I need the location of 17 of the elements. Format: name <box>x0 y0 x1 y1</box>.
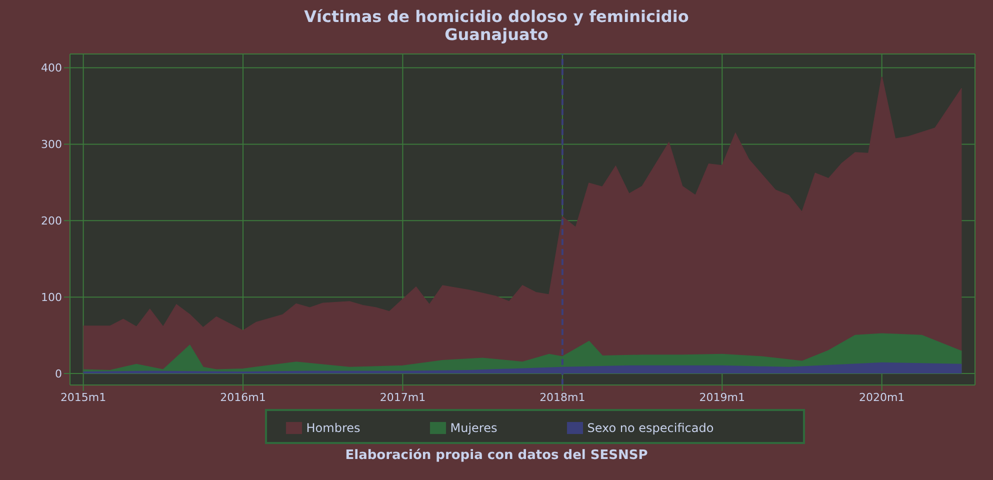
y-tick-label: 200 <box>41 214 62 228</box>
x-tick-label: 2017m1 <box>380 390 426 404</box>
chart-subtitle: Guanajuato <box>444 25 550 44</box>
x-tick-label: 2016m1 <box>220 390 266 404</box>
y-tick-label: 0 <box>55 367 62 380</box>
legend-label: Mujeres <box>450 421 498 435</box>
y-tick-label: 100 <box>41 290 62 304</box>
y-tick-label: 400 <box>41 62 62 75</box>
legend-label: Sexo no especificado <box>587 421 714 435</box>
y-tick-label: 300 <box>41 138 62 152</box>
legend-label: Hombres <box>306 421 360 435</box>
text: Elaboración propia con datos del SESNSP <box>344 448 649 463</box>
x-tick-label: 2015m1 <box>60 390 106 404</box>
x-tick-label: 2018m1 <box>540 390 586 404</box>
chart-title: Víctimas de homicidio doloso y feminicidio <box>303 7 690 26</box>
x-tick-label: 2020m1 <box>858 390 905 404</box>
x-tick-label: 2019m1 <box>699 390 745 404</box>
